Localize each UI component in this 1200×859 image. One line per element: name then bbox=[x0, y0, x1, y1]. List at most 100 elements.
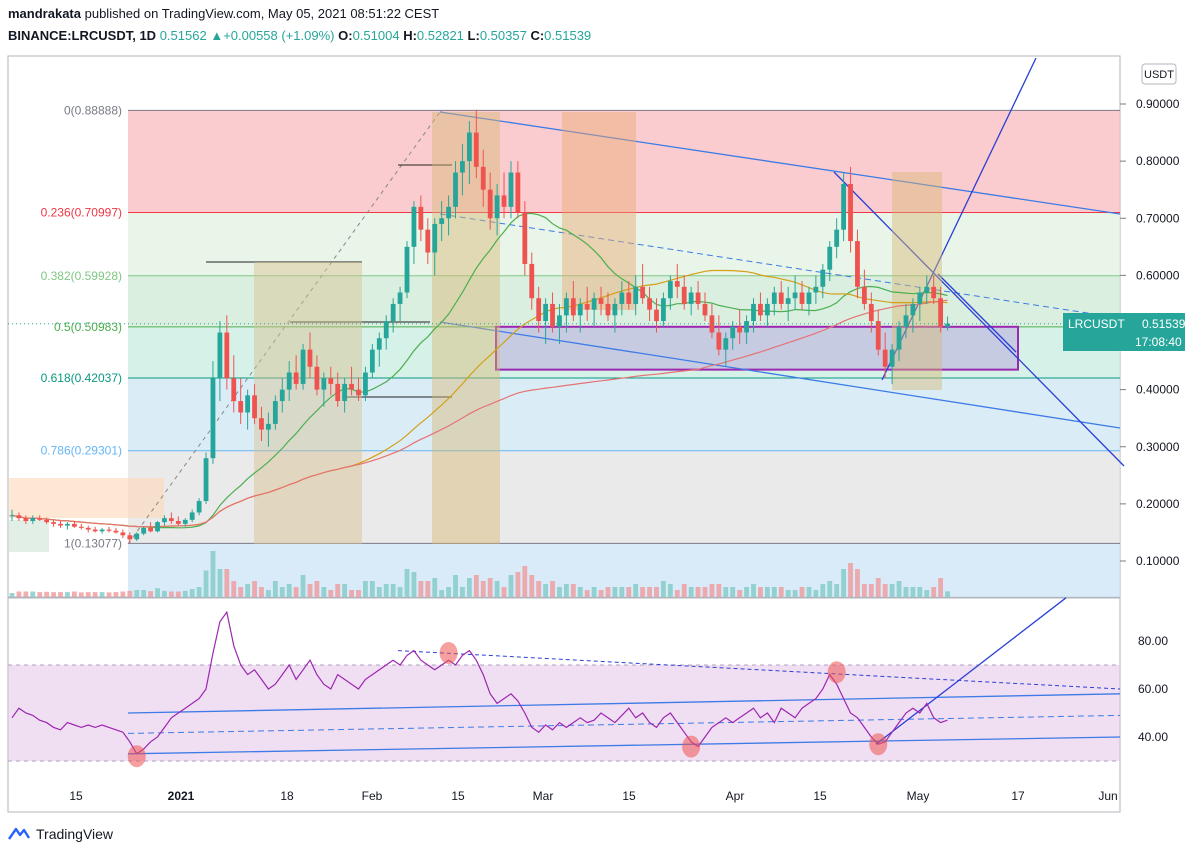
candle-body bbox=[23, 518, 29, 522]
candle-body bbox=[210, 378, 216, 459]
volume-bar bbox=[487, 578, 493, 597]
volume-bar bbox=[37, 592, 43, 597]
candle-body bbox=[106, 529, 112, 531]
rsi-pivot-marker bbox=[127, 745, 146, 768]
volume-bar bbox=[903, 587, 909, 597]
time-axis-label: 15 bbox=[69, 789, 83, 803]
volume-bar bbox=[460, 587, 465, 597]
time-axis-label: 18 bbox=[280, 789, 294, 803]
volume-bar bbox=[9, 593, 15, 597]
candle-body bbox=[751, 303, 756, 322]
volume-bar bbox=[127, 590, 133, 597]
candle-body bbox=[453, 172, 458, 207]
candle-body bbox=[778, 292, 784, 304]
fib-level-label: 0(0.88888) bbox=[64, 103, 122, 117]
price-axis-label: 0.90000 bbox=[1136, 97, 1180, 111]
volume-bar bbox=[245, 584, 251, 597]
drawings[interactable] bbox=[11, 57, 1125, 545]
rsi-pivot-marker bbox=[869, 733, 888, 756]
candle-body bbox=[446, 206, 451, 219]
candle-body bbox=[508, 172, 514, 207]
candle-body bbox=[515, 172, 521, 213]
volume-bar bbox=[848, 563, 853, 597]
volume-bar bbox=[78, 592, 84, 597]
candle-body bbox=[917, 292, 923, 304]
candle-body bbox=[307, 349, 313, 367]
candle-body bbox=[640, 286, 646, 299]
volume-bar bbox=[695, 587, 701, 597]
candle-body bbox=[37, 518, 43, 520]
candle-body bbox=[619, 292, 625, 304]
volume-bar bbox=[924, 590, 930, 597]
candle-body bbox=[882, 349, 888, 367]
volume-bar bbox=[654, 587, 659, 597]
volume-bar bbox=[411, 572, 417, 597]
candle-body bbox=[286, 372, 292, 390]
up-arrow-icon: ▲ bbox=[210, 28, 224, 43]
volume-bar bbox=[501, 587, 507, 597]
volume-bar bbox=[758, 587, 763, 597]
volume-bar bbox=[51, 592, 56, 597]
volume-bar bbox=[224, 569, 230, 597]
tradingview-logo-icon bbox=[8, 827, 30, 840]
price-change: +0.00558 (+1.09%) bbox=[223, 28, 335, 43]
fib-zone bbox=[128, 110, 1120, 213]
fib-level-label: 0.5(0.50983) bbox=[54, 320, 122, 334]
volume-bar bbox=[661, 581, 666, 597]
volume-bar bbox=[342, 584, 348, 597]
volume-bar bbox=[272, 581, 278, 597]
volume-bar bbox=[328, 590, 334, 597]
candle-body bbox=[827, 246, 833, 270]
volume-bar bbox=[314, 581, 320, 597]
candle-body bbox=[44, 519, 50, 523]
volume-bar bbox=[238, 587, 244, 597]
candle-body bbox=[564, 298, 569, 316]
currency-button[interactable] bbox=[1141, 63, 1177, 85]
volume-bar bbox=[938, 578, 944, 597]
volume-bar bbox=[335, 584, 341, 597]
close-value: 0.51539 bbox=[544, 28, 592, 43]
high-value: 0.52821 bbox=[416, 28, 464, 43]
channel-mid-line bbox=[439, 213, 1121, 319]
volume-bar bbox=[390, 584, 396, 597]
volume-bar bbox=[570, 584, 576, 597]
publisher-name[interactable]: mandrakata bbox=[8, 6, 81, 21]
volume-bar bbox=[751, 584, 756, 597]
candle-body bbox=[758, 303, 763, 316]
volume-bar bbox=[875, 578, 881, 597]
volume-bar bbox=[397, 587, 403, 597]
fib-level-label: 1(0.13077) bbox=[64, 536, 122, 550]
candle-body bbox=[369, 349, 375, 373]
price-axis-label: 0.10000 bbox=[1136, 554, 1180, 568]
candle-body bbox=[266, 423, 271, 430]
volume-bar bbox=[813, 590, 819, 597]
channel-lower-line bbox=[439, 321, 1121, 429]
volume-bar bbox=[231, 581, 237, 597]
candle-body bbox=[861, 286, 867, 304]
rsi-indicator bbox=[8, 597, 1121, 768]
candle-body bbox=[626, 292, 632, 304]
projection-line bbox=[127, 111, 441, 545]
candle-body bbox=[875, 321, 881, 350]
volume-bar bbox=[647, 587, 652, 597]
volume-bar bbox=[155, 588, 160, 597]
price-axis-label: 0.30000 bbox=[1136, 440, 1180, 454]
trend-down-line bbox=[833, 171, 1125, 467]
candle-body bbox=[432, 223, 438, 253]
candle-body bbox=[217, 332, 223, 379]
candle-body bbox=[903, 315, 909, 327]
candle-body bbox=[723, 338, 729, 350]
candle-body bbox=[813, 286, 819, 293]
rsi-pivot-marker bbox=[827, 661, 846, 684]
candle-body bbox=[51, 522, 56, 524]
volume-bar bbox=[494, 581, 500, 597]
low-label: L: bbox=[467, 28, 480, 43]
rsi-axis-label: 80.00 bbox=[1138, 634, 1168, 648]
volume-bar bbox=[792, 590, 798, 597]
candle-body bbox=[598, 298, 604, 304]
volume-bar bbox=[148, 591, 153, 597]
candle-body bbox=[924, 286, 930, 293]
volume-bar bbox=[820, 584, 826, 597]
candle-body bbox=[245, 395, 251, 413]
